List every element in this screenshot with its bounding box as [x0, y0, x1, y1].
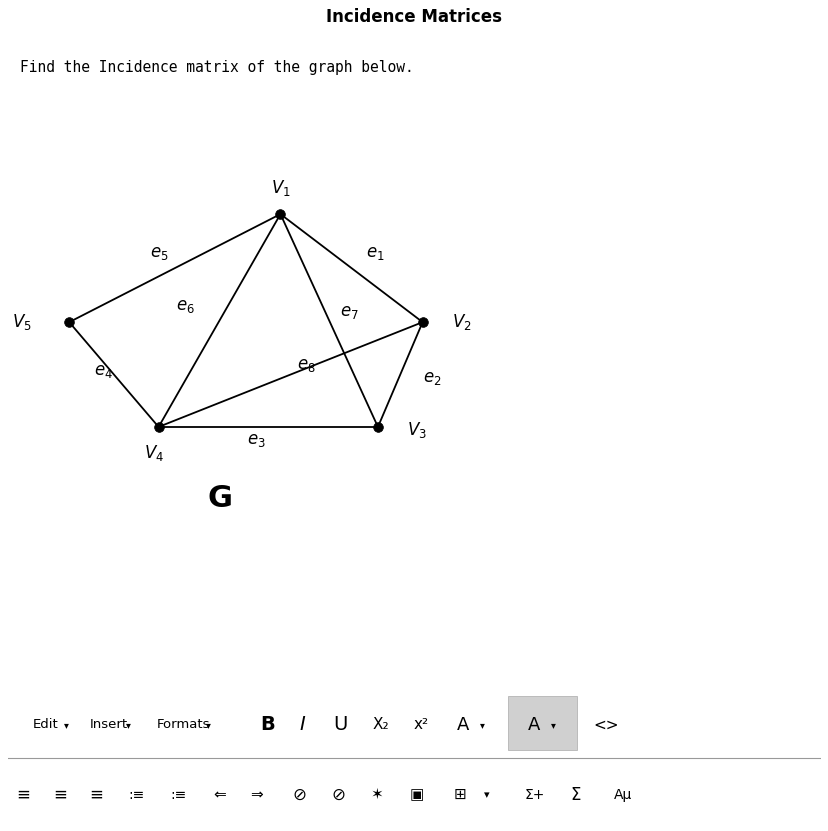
- Text: ▣: ▣: [409, 787, 423, 802]
- Text: $e_{1}$: $e_{1}$: [365, 244, 384, 263]
- Text: $e_{6}$: $e_{6}$: [176, 297, 195, 315]
- Text: :≡: :≡: [128, 788, 145, 802]
- Text: Σ: Σ: [570, 785, 580, 804]
- Text: ≡: ≡: [53, 785, 67, 804]
- Text: ▾: ▾: [479, 720, 484, 730]
- Text: $e_{7}$: $e_{7}$: [339, 303, 358, 322]
- Text: B: B: [260, 715, 275, 735]
- Text: ⇐: ⇐: [213, 787, 225, 802]
- Text: $e_{3}$: $e_{3}$: [247, 431, 265, 449]
- Text: $e_{2}$: $e_{2}$: [422, 369, 440, 386]
- Text: $V_{1}$: $V_{1}$: [270, 178, 290, 198]
- Text: $e_{8}$: $e_{8}$: [296, 356, 315, 374]
- Text: $V_{5}$: $V_{5}$: [12, 312, 32, 332]
- Text: Σ+: Σ+: [523, 788, 544, 802]
- Text: $V_{4}$: $V_{4}$: [144, 443, 164, 463]
- Text: Insert: Insert: [89, 718, 128, 731]
- Text: G: G: [207, 484, 232, 514]
- Text: ▾: ▾: [64, 720, 69, 730]
- Text: :≡: :≡: [171, 788, 187, 802]
- Text: ✶: ✶: [370, 787, 383, 802]
- Text: Incidence Matrices: Incidence Matrices: [326, 8, 502, 26]
- Text: ⊘: ⊘: [292, 785, 306, 804]
- Text: Find the Incidence matrix of the graph below.: Find the Incidence matrix of the graph b…: [21, 60, 414, 76]
- Text: ≡: ≡: [17, 785, 31, 804]
- Text: A: A: [527, 715, 540, 734]
- Text: U: U: [333, 715, 347, 735]
- Text: $V_{3}$: $V_{3}$: [407, 420, 426, 440]
- Text: X₂: X₂: [372, 717, 388, 732]
- Text: ⊘: ⊘: [331, 785, 345, 804]
- Text: Formats: Formats: [156, 718, 210, 731]
- Text: ▾: ▾: [483, 789, 489, 799]
- Text: Edit: Edit: [32, 718, 58, 731]
- Text: <>: <>: [593, 717, 618, 732]
- Text: I: I: [299, 715, 305, 735]
- Text: ⊞: ⊞: [453, 787, 465, 802]
- Text: ▾: ▾: [551, 720, 556, 730]
- FancyBboxPatch shape: [508, 696, 576, 750]
- Text: ▾: ▾: [205, 720, 210, 730]
- Text: x²: x²: [413, 717, 428, 732]
- Text: A: A: [456, 715, 469, 734]
- Text: ▾: ▾: [126, 720, 131, 730]
- Text: $e_{4}$: $e_{4}$: [94, 362, 113, 381]
- Text: $e_{5}$: $e_{5}$: [151, 244, 169, 263]
- Text: ≡: ≡: [89, 785, 104, 804]
- Text: $V_{2}$: $V_{2}$: [451, 312, 471, 332]
- Text: Aμ: Aμ: [613, 788, 631, 802]
- Text: ⇒: ⇒: [250, 787, 262, 802]
